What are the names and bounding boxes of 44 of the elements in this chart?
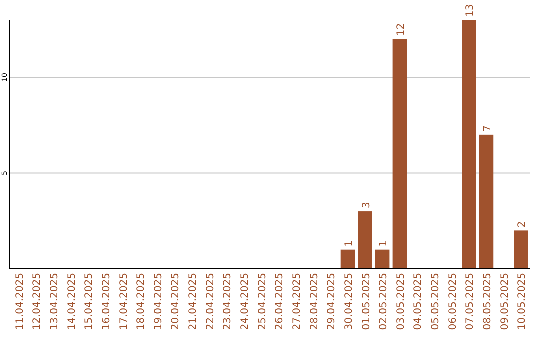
bar bbox=[514, 230, 528, 269]
x-tick-label: 23.04.2025 bbox=[222, 273, 234, 330]
data-label: 7 bbox=[482, 126, 494, 132]
x-tick-label: 20.04.2025 bbox=[170, 273, 182, 330]
x-tick-label: 04.05.2025 bbox=[413, 273, 424, 330]
data-label: 2 bbox=[517, 221, 528, 228]
x-tick-label: 14.04.2025 bbox=[66, 273, 78, 330]
x-tick-label: 01.05.2025 bbox=[361, 273, 372, 330]
x-tick-label: 08.05.2025 bbox=[482, 273, 494, 330]
x-tick-label: 19.04.2025 bbox=[153, 273, 164, 330]
bar bbox=[392, 39, 408, 269]
bar bbox=[358, 212, 372, 269]
x-tick-label: 24.04.2025 bbox=[240, 273, 252, 330]
x-tick-label: 30.04.2025 bbox=[344, 273, 355, 330]
data-label: 3 bbox=[361, 202, 372, 209]
bar bbox=[462, 20, 476, 269]
x-tick-label: 13.04.2025 bbox=[49, 273, 60, 330]
x-tick-label: 21.04.2025 bbox=[188, 273, 200, 330]
x-tick-label: 05.05.2025 bbox=[430, 273, 442, 330]
x-tick-label: 29.04.2025 bbox=[326, 273, 338, 330]
x-tick-label: 03.05.2025 bbox=[396, 273, 407, 330]
x-tick-label: 07.05.2025 bbox=[465, 273, 476, 330]
x-tick-label: 27.04.2025 bbox=[292, 273, 303, 330]
x-tick-label: 22.04.2025 bbox=[205, 273, 216, 330]
x-tick-label: 11.04.2025 bbox=[14, 273, 26, 330]
x-tick-label: 12.04.2025 bbox=[32, 273, 44, 330]
bar bbox=[479, 134, 494, 269]
x-tick-label: 02.05.2025 bbox=[378, 273, 390, 330]
x-tick-label: 06.05.2025 bbox=[448, 273, 459, 330]
data-label: 12 bbox=[396, 23, 407, 36]
data-label: 1 bbox=[378, 240, 390, 247]
bar bbox=[340, 250, 356, 269]
x-tick-label: 18.04.2025 bbox=[136, 273, 148, 330]
x-tick-label: 16.04.2025 bbox=[101, 273, 112, 330]
x-tick-label: 25.04.2025 bbox=[257, 273, 268, 330]
x-tick-label: 09.05.2025 bbox=[500, 273, 511, 330]
x-tick-label: 17.04.2025 bbox=[118, 273, 130, 330]
x-tick-label: 15.04.2025 bbox=[84, 273, 96, 330]
bar bbox=[375, 250, 390, 269]
x-tick-label: 26.04.2025 bbox=[274, 273, 286, 330]
data-label: 1 bbox=[344, 240, 355, 247]
x-tick-label: 10.05.2025 bbox=[517, 273, 528, 330]
data-label: 13 bbox=[465, 4, 476, 17]
x-tick-label: 28.04.2025 bbox=[309, 273, 320, 330]
